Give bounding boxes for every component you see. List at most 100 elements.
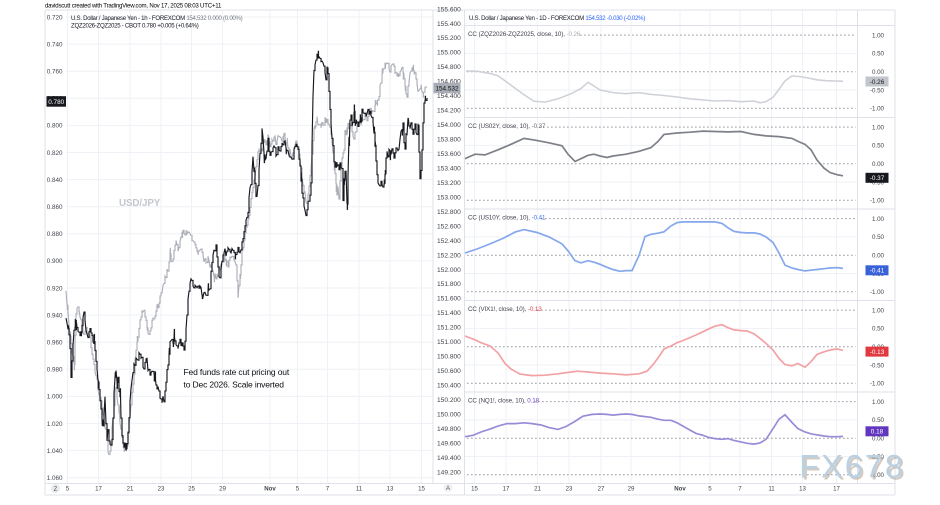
svg-text:1.040: 1.040 (47, 448, 63, 455)
svg-text:17: 17 (95, 486, 102, 493)
svg-text:150.000: 150.000 (437, 412, 461, 419)
svg-text:0.840: 0.840 (47, 177, 63, 184)
svg-text:17: 17 (833, 486, 840, 493)
svg-text:151.000: 151.000 (437, 339, 461, 346)
svg-text:0.980: 0.980 (47, 367, 63, 374)
svg-text:29: 29 (219, 486, 226, 493)
svg-text:13: 13 (387, 486, 394, 493)
svg-text:0.760: 0.760 (47, 69, 63, 76)
svg-text:Z: Z (54, 487, 58, 493)
svg-text:23: 23 (158, 486, 165, 493)
svg-text:ZQZ2026-ZQZ2025 - CBOT 0.780: ZQZ2026-ZQZ2025 - CBOT 0.780 +0.005 (+0.… (71, 23, 199, 30)
svg-text:0.00: 0.00 (872, 69, 885, 76)
svg-text:CC (US10Y, close, 10), -0.41: CC (US10Y, close, 10), -0.41 (468, 215, 546, 222)
svg-text:Nov: Nov (674, 486, 686, 493)
svg-text:154.600: 154.600 (437, 79, 461, 86)
svg-text:0.50: 0.50 (872, 326, 885, 333)
svg-text:1.020: 1.020 (47, 421, 63, 428)
svg-text:1.00: 1.00 (872, 124, 885, 131)
svg-text:0.50: 0.50 (872, 51, 885, 58)
svg-text:17: 17 (503, 486, 510, 493)
svg-text:1.00: 1.00 (872, 399, 885, 406)
svg-text:150.400: 150.400 (437, 383, 461, 390)
svg-text:Nov: Nov (264, 486, 276, 493)
svg-text:151.800: 151.800 (437, 281, 461, 288)
svg-text:-1.00: -1.00 (870, 106, 885, 113)
svg-text:0.820: 0.820 (47, 150, 63, 157)
svg-text:0.960: 0.960 (47, 340, 63, 347)
svg-text:-1.00: -1.00 (870, 381, 885, 388)
svg-text:155.400: 155.400 (437, 21, 461, 28)
svg-text:-0.50: -0.50 (870, 454, 885, 461)
svg-text:0.780: 0.780 (48, 99, 64, 106)
svg-text:149.400: 149.400 (437, 455, 461, 462)
svg-text:11: 11 (356, 486, 363, 493)
svg-text:7: 7 (326, 486, 330, 493)
svg-text:23: 23 (566, 486, 573, 493)
svg-text:154.532: 154.532 (435, 85, 459, 92)
svg-text:-1.00: -1.00 (870, 289, 885, 296)
svg-text:FX678: FX678 (801, 451, 907, 487)
svg-text:150.800: 150.800 (437, 354, 461, 361)
svg-text:0.18: 0.18 (871, 429, 884, 436)
svg-text:U.S. Dollar / Japanese Yen - 1: U.S. Dollar / Japanese Yen - 1D - FOREXC… (469, 15, 645, 22)
svg-text:155.000: 155.000 (437, 50, 461, 57)
svg-text:1.00: 1.00 (872, 32, 885, 39)
svg-text:0.50: 0.50 (872, 143, 885, 150)
svg-text:0.50: 0.50 (872, 234, 885, 241)
svg-text:-0.26: -0.26 (870, 79, 885, 86)
svg-text:0.720: 0.720 (47, 14, 63, 21)
svg-text:151.200: 151.200 (437, 325, 461, 332)
svg-text:154.200: 154.200 (437, 108, 461, 115)
svg-text:27: 27 (598, 486, 605, 493)
svg-text:21: 21 (534, 486, 541, 493)
svg-text:FX678: FX678 (799, 449, 905, 485)
svg-text:0.900: 0.900 (47, 258, 63, 265)
svg-text:0.00: 0.00 (872, 161, 885, 168)
svg-text:Fed funds rate cut pricing out: Fed funds rate cut pricing out (184, 367, 290, 377)
svg-text:5: 5 (708, 486, 712, 493)
svg-text:152.600: 152.600 (437, 223, 461, 230)
svg-text:151.400: 151.400 (437, 310, 461, 317)
svg-text:153.600: 153.600 (437, 151, 461, 158)
svg-text:1.00: 1.00 (872, 216, 885, 223)
svg-text:152.000: 152.000 (437, 267, 461, 274)
svg-text:155.200: 155.200 (437, 35, 461, 42)
svg-text:to Dec 2026. Scale inverted: to Dec 2026. Scale inverted (184, 380, 285, 390)
svg-text:-0.37: -0.37 (870, 175, 885, 182)
svg-text:0.00: 0.00 (872, 253, 885, 260)
svg-text:153.400: 153.400 (437, 166, 461, 173)
svg-text:150.600: 150.600 (437, 368, 461, 375)
svg-text:-0.13: -0.13 (870, 349, 885, 356)
svg-text:0.920: 0.920 (47, 285, 63, 292)
svg-text:5: 5 (66, 486, 70, 493)
svg-text:CC (ZQZ2026-ZQZ2025, close, 10: CC (ZQZ2026-ZQZ2025, close, 10), -0.26 (468, 31, 581, 38)
svg-text:0.00: 0.00 (872, 436, 885, 443)
svg-text:15: 15 (418, 486, 425, 493)
svg-text:CC (VIX1!, close, 10), -0.13: CC (VIX1!, close, 10), -0.13 (468, 306, 542, 313)
svg-text:154.400: 154.400 (437, 93, 461, 100)
svg-text:0.940: 0.940 (47, 312, 63, 319)
svg-text:USD/JPY: USD/JPY (119, 198, 161, 209)
svg-text:-1.00: -1.00 (870, 198, 885, 205)
svg-text:150.200: 150.200 (437, 397, 461, 404)
svg-text:153.800: 153.800 (437, 137, 461, 144)
svg-text:13: 13 (799, 486, 806, 493)
svg-text:-0.50: -0.50 (870, 87, 885, 94)
svg-text:151.600: 151.600 (437, 296, 461, 303)
svg-text:0.740: 0.740 (47, 41, 63, 48)
svg-text:152.200: 152.200 (437, 252, 461, 259)
svg-text:1.060: 1.060 (47, 475, 63, 482)
svg-text:-0.41: -0.41 (870, 268, 885, 275)
svg-text:154.800: 154.800 (437, 64, 461, 71)
svg-text:155.600: 155.600 (437, 6, 461, 13)
svg-text:-0.50: -0.50 (870, 362, 885, 369)
svg-text:-1.00: -1.00 (870, 472, 885, 479)
svg-text:15: 15 (471, 486, 478, 493)
svg-text:A: A (446, 486, 450, 492)
svg-text:152.800: 152.800 (437, 209, 461, 216)
svg-text:davidscutt created with Tradin: davidscutt created with TradingView.com,… (45, 3, 222, 10)
svg-text:0.800: 0.800 (47, 123, 63, 130)
svg-text:154.000: 154.000 (437, 122, 461, 129)
svg-text:U.S. Dollar / Japanese Yen - 1: U.S. Dollar / Japanese Yen - 1h - FOREXC… (71, 15, 243, 22)
